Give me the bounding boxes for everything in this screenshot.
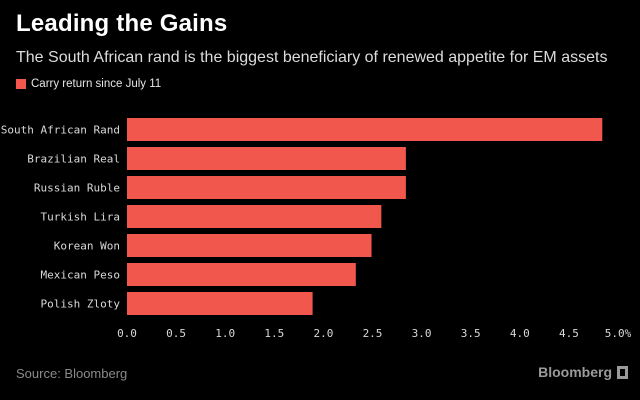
bar — [127, 292, 313, 315]
legend-swatch — [16, 79, 26, 89]
category-label: Korean Won — [54, 240, 120, 253]
category-label: Polish Zloty — [41, 298, 121, 311]
category-label: Turkish Lira — [41, 211, 120, 224]
bar — [127, 147, 406, 170]
category-label: Russian Ruble — [34, 182, 120, 195]
x-tick-label: 3.0 — [412, 327, 432, 340]
x-tick-label: 0.5 — [166, 327, 186, 340]
x-tick-label: 2.0 — [313, 327, 333, 340]
source-note: Source: Bloomberg — [16, 366, 128, 381]
bar — [127, 118, 603, 141]
x-tick-label: 1.5 — [264, 327, 284, 340]
brand-name: Bloomberg — [538, 364, 612, 380]
bar — [127, 205, 382, 228]
bar — [127, 263, 356, 286]
category-label: Brazilian Real — [27, 153, 120, 166]
x-tick-label: 4.5 — [559, 327, 579, 340]
legend-label: Carry return since July 11 — [31, 78, 162, 90]
bars — [127, 118, 603, 315]
x-tick-label: 2.5 — [363, 327, 383, 340]
chart-subtitle: The South African rand is the biggest be… — [16, 49, 608, 66]
x-tick-label: 5.0% — [605, 327, 632, 340]
x-tick-label: 0.0 — [117, 327, 137, 340]
brand-mark-icon — [617, 365, 628, 379]
brand-logo: Bloomberg — [538, 364, 628, 380]
x-tick-label: 4.0 — [510, 327, 530, 340]
x-axis-ticks: 0.0 0.5 1.0 1.5 2.0 2.5 3.0 3.5 4.0 4.5 5.0% — [117, 327, 632, 340]
bar — [127, 234, 372, 257]
x-tick-label: 1.0 — [215, 327, 235, 340]
x-tick-label: 3.5 — [461, 327, 481, 340]
category-label: South African Rand — [1, 124, 120, 137]
category-labels: South African Rand Brazilian Real Russian … — [1, 124, 121, 311]
bar — [127, 176, 406, 199]
chart-title: Leading the Gains — [16, 10, 228, 37]
category-label: Mexican Peso — [41, 269, 120, 282]
legend: Carry return since July 11 — [16, 78, 161, 90]
